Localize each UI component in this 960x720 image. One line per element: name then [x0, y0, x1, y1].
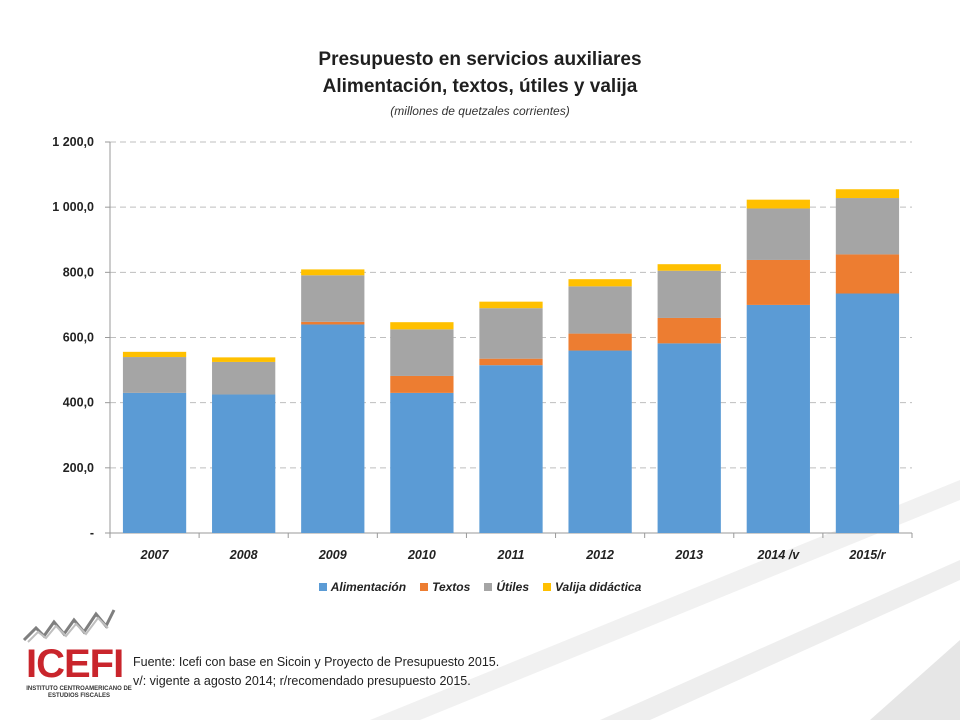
chart-legend: Alimentación Textos Útiles Valija didáct… [0, 580, 960, 594]
x-tick-label: 2007 [140, 548, 170, 562]
bar-segment-valija [657, 264, 721, 271]
y-tick-label: - [90, 526, 94, 540]
chart-title-line-1: Presupuesto en servicios auxiliares [318, 49, 642, 70]
bar-segment-alimentacion [301, 324, 365, 533]
bar-segment-utiles [657, 270, 721, 318]
bar-segment-alimentacion [212, 394, 276, 533]
y-tick-label: 1 000,0 [52, 200, 94, 214]
bar-segment-textos [835, 254, 900, 294]
bar-segment-alimentacion [746, 304, 810, 533]
bar-segment-textos [390, 375, 454, 393]
chart-subtitle: (millones de quetzales corrientes) [390, 104, 570, 118]
legend-label-valija: Valija didáctica [555, 580, 642, 594]
bar-segment-textos [479, 358, 543, 366]
x-tick-label: 2014 /v [756, 548, 800, 562]
x-tick-label: 2012 [585, 548, 614, 562]
bar-segment-valija [568, 279, 632, 287]
x-tick-label: 2015/r [848, 548, 886, 562]
bar-segment-valija [835, 189, 900, 199]
legend-label-textos: Textos [432, 580, 471, 594]
legend-swatch-alimentacion [318, 583, 327, 591]
bar-segment-utiles [835, 198, 900, 255]
source-note: Fuente: Icefi con base en Sicoin y Proye… [133, 653, 499, 691]
y-tick-label: 1 200,0 [52, 135, 94, 149]
source-line-1: Fuente: Icefi con base en Sicoin y Proye… [133, 655, 500, 669]
legend-item-textos: Textos [420, 580, 470, 594]
x-tick-label: 2013 [674, 548, 703, 562]
bar-segment-valija [301, 269, 365, 276]
legend-swatch-textos [420, 583, 429, 591]
y-tick-label: 600,0 [63, 331, 94, 345]
x-tick-label: 2011 [497, 548, 525, 562]
chart-title-block: Presupuesto en servicios auxiliares Alim… [0, 46, 960, 118]
legend-swatch-valija [543, 583, 551, 591]
x-tick-label: 2010 [407, 548, 436, 562]
bar-segment-textos [568, 333, 632, 351]
bar-segment-valija [122, 351, 187, 358]
bar-segment-utiles [568, 286, 632, 334]
x-tick-label: 2008 [229, 548, 258, 562]
legend-item-utiles: Útiles [484, 580, 529, 594]
bar-segment-valija [390, 322, 454, 330]
logo-subtext: INSTITUTO CENTROAMERICANO DE ESTUDIOS FI… [26, 686, 132, 699]
y-tick-label: 400,0 [63, 396, 94, 410]
legend-label-utiles: Útiles [496, 580, 529, 594]
bar-segment-textos [657, 317, 721, 344]
legend-swatch-utiles [484, 583, 493, 591]
bar-segment-alimentacion [479, 365, 543, 533]
bar-segment-alimentacion [657, 343, 721, 533]
bar-segment-textos [301, 321, 365, 325]
icefi-logo-icon [22, 609, 116, 643]
source-line-2: v/: vigente a agosto 2014; r/recomendado… [133, 674, 471, 688]
bar-segment-utiles [479, 308, 543, 359]
legend-item-valija: Valija didáctica [543, 580, 641, 594]
bar-segment-utiles [212, 361, 276, 395]
y-tick-label: 800,0 [63, 265, 94, 279]
bar-segment-utiles [390, 329, 454, 376]
bar-segment-utiles [301, 275, 365, 322]
legend-item-alimentacion: Alimentación [318, 580, 407, 594]
bar-segment-alimentacion [835, 293, 900, 533]
bar-segment-valija [479, 301, 543, 309]
legend-label-alimentacion: Alimentación [330, 580, 407, 594]
chart-title-line-2: Alimentación, textos, útiles y valija [322, 76, 638, 97]
bar-segment-textos [746, 259, 810, 305]
x-tick-label: 2009 [318, 548, 347, 562]
bar-segment-alimentacion [568, 350, 632, 533]
logo-wordmark: ICEFI [26, 642, 124, 686]
bar-segment-alimentacion [122, 392, 187, 533]
bar-segment-utiles [122, 357, 187, 393]
bar-segment-valija [212, 357, 276, 362]
y-tick-label: 200,0 [63, 461, 94, 475]
bar-segment-valija [746, 199, 810, 209]
bar-segment-utiles [746, 208, 810, 260]
bar-segment-alimentacion [390, 392, 454, 533]
